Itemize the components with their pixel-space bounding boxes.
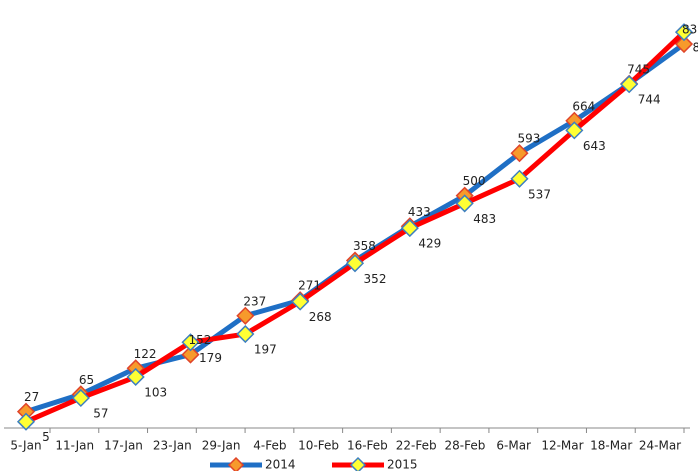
data-marker bbox=[126, 367, 145, 387]
data-label: 832 bbox=[682, 23, 698, 37]
legend-label: 2014 bbox=[265, 458, 296, 472]
x-tick-label: 5-Jan bbox=[10, 439, 41, 453]
data-marker bbox=[674, 34, 694, 54]
x-tick-label: 24-Mar bbox=[639, 439, 681, 453]
x-tick-label: 23-Jan bbox=[153, 439, 192, 453]
data-marker bbox=[236, 324, 255, 344]
data-label: 152 bbox=[189, 333, 212, 347]
data-label: 664 bbox=[572, 99, 595, 113]
x-tick-label: 22-Feb bbox=[396, 439, 437, 453]
data-marker bbox=[400, 219, 419, 238]
data-marker bbox=[674, 23, 694, 42]
legend-label: 2015 bbox=[387, 458, 418, 472]
data-label: 27 bbox=[24, 390, 39, 404]
data-label: 122 bbox=[134, 347, 157, 361]
data-label: 483 bbox=[473, 212, 496, 226]
series-line bbox=[25, 30, 686, 425]
data-label: 197 bbox=[254, 343, 277, 357]
data-label: 643 bbox=[583, 139, 606, 153]
data-label: 179 bbox=[199, 351, 222, 365]
data-marker bbox=[181, 333, 200, 352]
data-marker bbox=[345, 254, 365, 273]
x-tick-label: 18-Mar bbox=[590, 439, 632, 453]
data-label: 537 bbox=[528, 187, 551, 201]
legend-marker bbox=[227, 456, 245, 474]
data-marker bbox=[510, 144, 529, 163]
x-tick-label: 4-Feb bbox=[253, 439, 286, 453]
data-label: 5 bbox=[42, 430, 50, 444]
data-marker bbox=[181, 345, 200, 364]
x-tick-label: 11-Jan bbox=[55, 439, 94, 453]
data-label: 744 bbox=[638, 93, 661, 107]
x-tick-label: 12-Mar bbox=[541, 439, 583, 453]
data-marker bbox=[71, 388, 90, 408]
data-marker bbox=[291, 292, 310, 311]
data-label: 858 bbox=[693, 41, 698, 55]
data-label: 358 bbox=[353, 239, 376, 253]
data-label: 745 bbox=[627, 62, 650, 76]
legend-marker bbox=[349, 456, 367, 474]
data-label: 237 bbox=[243, 294, 266, 308]
data-label: 103 bbox=[144, 385, 167, 399]
data-marker bbox=[455, 194, 474, 213]
x-tick-label: 28-Feb bbox=[444, 439, 485, 453]
data-label: 429 bbox=[418, 237, 441, 251]
data-label: 271 bbox=[298, 279, 321, 293]
data-label: 57 bbox=[93, 406, 108, 420]
data-label: 268 bbox=[309, 310, 332, 324]
data-label: 65 bbox=[79, 373, 94, 387]
data-marker bbox=[620, 75, 639, 94]
data-marker bbox=[16, 412, 36, 431]
data-label: 352 bbox=[364, 272, 387, 286]
data-label: 433 bbox=[408, 205, 431, 219]
data-marker bbox=[510, 169, 529, 188]
data-marker bbox=[565, 121, 584, 140]
x-tick-label: 10-Feb bbox=[298, 439, 339, 453]
x-tick-label: 17-Jan bbox=[104, 439, 143, 453]
data-label: 593 bbox=[518, 132, 541, 146]
x-tick-label: 16-Feb bbox=[347, 439, 388, 453]
data-label: 500 bbox=[463, 174, 486, 188]
x-tick-label: 29-Jan bbox=[202, 439, 241, 453]
x-tick-label: 6-Mar bbox=[496, 439, 531, 453]
data-marker bbox=[236, 306, 255, 325]
